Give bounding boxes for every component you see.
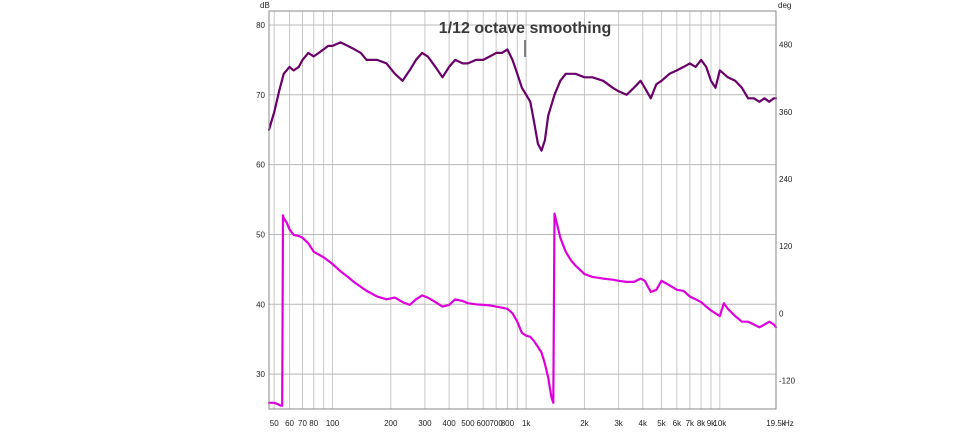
y-left-tick-label: 60 — [256, 161, 265, 170]
smoothing-annotation: 1/12 octave smoothing — [439, 20, 612, 37]
x-tick-label: 7k — [686, 419, 695, 428]
x-tick-label: 19.5k — [766, 419, 787, 428]
y-right-tick-label: 120 — [779, 242, 793, 251]
x-tick-label: 8k — [697, 419, 706, 428]
x-tick-label: 10k — [713, 419, 727, 428]
y-right-tick-label: -120 — [779, 376, 796, 385]
y-left-unit-label: dB — [260, 1, 270, 10]
y-right-unit-label: deg — [778, 1, 791, 10]
x-tick-label: 100 — [326, 419, 340, 428]
x-tick-label: 1k — [522, 419, 531, 428]
x-tick-label: 300 — [418, 419, 432, 428]
x-tick-label: 6k — [673, 419, 682, 428]
y-left-tick-label: 40 — [256, 300, 265, 309]
y-right-tick-label: 360 — [779, 108, 793, 117]
x-tick-label: 80 — [309, 419, 318, 428]
x-tick-label: 60 — [285, 419, 294, 428]
grid — [269, 11, 776, 409]
x-tick-label: 2k — [580, 419, 589, 428]
x-tick-label: 500 — [461, 419, 475, 428]
x-tick-label: 4k — [639, 419, 648, 428]
y-right-tick-label: 480 — [779, 41, 793, 50]
x-unit-label: Hz — [784, 419, 794, 428]
x-tick-label: 70 — [298, 419, 307, 428]
series-line-phase — [267, 212, 778, 407]
x-tick-label: 600 — [477, 419, 491, 428]
x-tick-label: 800 — [501, 419, 515, 428]
y-left-tick-label: 30 — [256, 370, 265, 379]
y-right-tick-label: 0 — [779, 309, 784, 318]
series-layer — [267, 41, 778, 407]
x-tick-label: 400 — [442, 419, 456, 428]
y-right-tick-label: 240 — [779, 175, 793, 184]
x-tick-label: 9k — [707, 419, 716, 428]
x-tick-label: 700 — [489, 419, 503, 428]
x-tick-label: 5k — [657, 419, 666, 428]
x-tick-label: 50 — [270, 419, 279, 428]
series-line-magnitude — [267, 41, 778, 152]
x-tick-label: 200 — [384, 419, 398, 428]
plot-frame — [268, 10, 777, 410]
y-left-tick-label: 50 — [256, 230, 265, 239]
y-left-tick-label: 80 — [256, 21, 265, 30]
x-tick-label: 3k — [614, 419, 623, 428]
y-left-tick-label: 70 — [256, 91, 265, 100]
